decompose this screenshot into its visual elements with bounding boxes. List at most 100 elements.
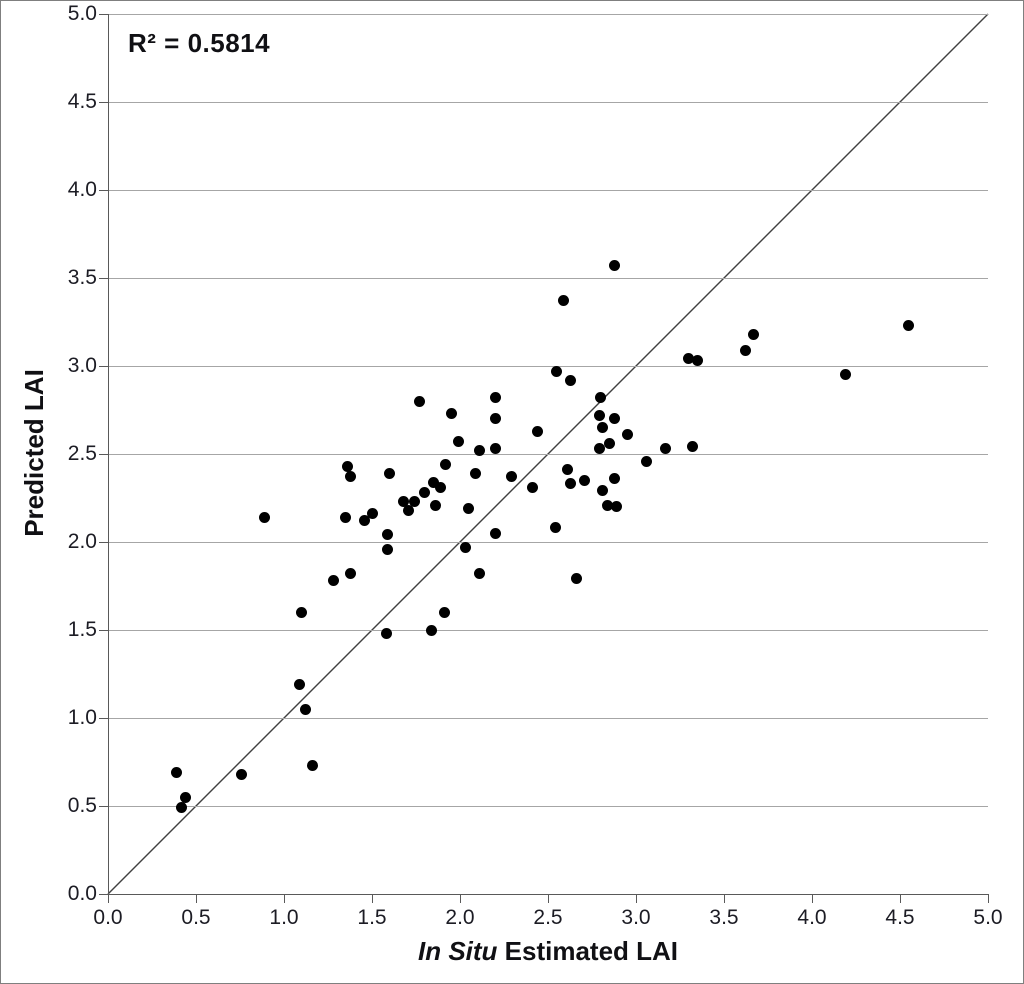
data-point (463, 503, 475, 515)
x-tick-1.5 (372, 894, 373, 903)
y-tick-4.5 (99, 102, 108, 103)
r-squared-annotation: R² = 0.5814 (128, 28, 271, 58)
data-point (296, 606, 308, 618)
data-point (435, 481, 447, 493)
data-point (611, 501, 623, 513)
x-tick-0.5 (196, 894, 197, 903)
y-tick-4.0 (99, 190, 108, 191)
data-point (531, 425, 543, 437)
x-tick-4.0 (812, 894, 813, 903)
y-tick-label-4.0: 4.0 (67, 178, 97, 201)
data-point (692, 355, 704, 367)
x-tick-2.5 (548, 894, 549, 903)
data-point (565, 374, 577, 386)
x-tick-label-2.0: 2.0 (445, 906, 475, 929)
x-axis-title: In Situ Estimated LAI (148, 936, 948, 967)
x-tick-label-0.5: 0.5 (181, 906, 211, 929)
y-tick-label-1.0: 1.0 (67, 706, 97, 729)
data-point (470, 467, 482, 479)
data-point (489, 527, 501, 539)
data-point (641, 455, 653, 467)
data-point (549, 522, 561, 534)
data-point (382, 529, 394, 541)
gridline-y-0.5 (108, 806, 988, 807)
gridline-y-1.0 (108, 718, 988, 719)
gridline-y-3.0 (108, 366, 988, 367)
data-point (445, 408, 457, 420)
gridline-y-4.5 (108, 102, 988, 103)
data-point (438, 606, 450, 618)
x-tick-label-4.5: 4.5 (885, 906, 915, 929)
data-point (593, 443, 605, 455)
x-tick-label-4.0: 4.0 (797, 906, 827, 929)
y-tick-label-4.5: 4.5 (67, 90, 97, 113)
x-tick-1.0 (284, 894, 285, 903)
data-point (526, 481, 538, 493)
x-tick-label-3.0: 3.0 (621, 906, 651, 929)
data-point (403, 504, 415, 516)
data-point (683, 353, 695, 365)
y-tick-label-3.0: 3.0 (67, 354, 97, 377)
data-point (609, 260, 621, 272)
y-axis-line (108, 14, 109, 894)
data-point (340, 511, 352, 523)
data-point (294, 679, 306, 691)
gridline-y-4.0 (108, 190, 988, 191)
data-point (345, 471, 357, 483)
x-axis-title-italic-part: In Situ (417, 936, 498, 966)
data-point (176, 802, 188, 814)
y-tick-5.0 (99, 14, 108, 15)
data-point (345, 568, 357, 580)
data-point (839, 369, 851, 381)
x-tick-label-1.0: 1.0 (269, 906, 299, 929)
y-tick-label-0.5: 0.5 (67, 794, 97, 817)
y-tick-0.5 (99, 806, 108, 807)
y-tick-label-3.5: 3.5 (67, 266, 97, 289)
data-point (398, 496, 410, 508)
data-point (489, 443, 501, 455)
x-tick-label-1.5: 1.5 (357, 906, 387, 929)
x-tick-4.5 (900, 894, 901, 903)
y-tick-2.5 (99, 454, 108, 455)
y-tick-0.0 (99, 894, 108, 895)
data-point (551, 365, 563, 377)
data-point (660, 443, 672, 455)
data-point (327, 575, 339, 587)
x-tick-label-3.5: 3.5 (709, 906, 739, 929)
gridline-y-2.5 (108, 454, 988, 455)
x-axis-title-regular-part: Estimated LAI (497, 936, 679, 966)
data-point (565, 478, 577, 490)
data-point (408, 496, 420, 508)
data-point (259, 511, 271, 523)
data-point (739, 344, 751, 356)
data-point (306, 760, 318, 772)
data-point (609, 473, 621, 485)
data-point (621, 429, 633, 441)
data-point (382, 543, 394, 555)
data-point (179, 791, 191, 803)
data-point (597, 422, 609, 434)
y-tick-label-0.0: 0.0 (67, 882, 97, 905)
data-point (597, 485, 609, 497)
x-tick-3.5 (724, 894, 725, 903)
data-point (359, 515, 371, 527)
gridline-y-1.5 (108, 630, 988, 631)
x-tick-2.0 (460, 894, 461, 903)
x-tick-label-2.5: 2.5 (533, 906, 563, 929)
data-point (602, 499, 614, 511)
data-point (595, 392, 607, 404)
data-point (440, 459, 452, 471)
data-point (428, 476, 440, 488)
data-point (384, 467, 396, 479)
data-point (505, 471, 517, 483)
data-point (236, 768, 248, 780)
y-tick-2.0 (99, 542, 108, 543)
y-tick-label-2.0: 2.0 (67, 530, 97, 553)
data-point (171, 767, 183, 779)
gridline-y-5.0 (108, 14, 988, 15)
data-point (593, 409, 605, 421)
data-point (570, 573, 582, 585)
data-point (473, 568, 485, 580)
